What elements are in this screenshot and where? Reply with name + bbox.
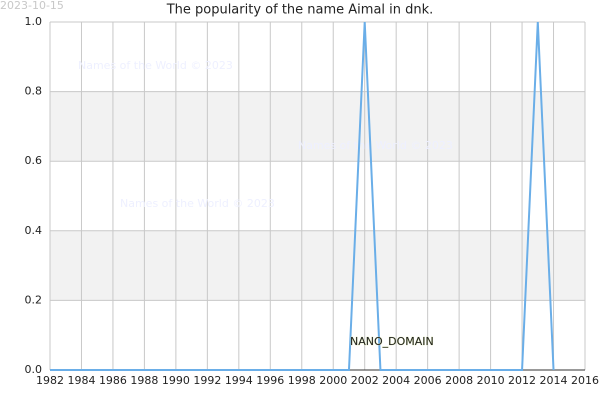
watermark: Names of the World © 2023 (298, 139, 453, 152)
watermark: Names of the World © 2023 (120, 197, 275, 210)
watermark: Names of the World © 2023 (78, 59, 233, 72)
x-tick-label: 1982 (36, 374, 64, 387)
x-tick-label: 1990 (162, 374, 190, 387)
x-tick-label: 1998 (288, 374, 316, 387)
x-tick-label: 2012 (508, 374, 536, 387)
x-tick-label: 2016 (571, 374, 599, 387)
y-tick-label: 0.0 (25, 363, 43, 376)
x-tick-label: 2000 (319, 374, 347, 387)
x-tick-label: 1992 (193, 374, 221, 387)
y-tick-label: 0.6 (25, 154, 43, 167)
grid-band (50, 91, 585, 162)
y-tick-label: 1.0 (25, 15, 43, 28)
x-tick-label: 2002 (351, 374, 379, 387)
grid-band (50, 230, 585, 301)
y-tick-label: 0.4 (25, 224, 43, 237)
x-tick-label: 2014 (540, 374, 568, 387)
x-tick-label: 2004 (382, 374, 410, 387)
y-tick-label: 0.8 (25, 85, 43, 98)
date-stamp: 2023-10-15 (0, 0, 64, 12)
x-tick-label: 1986 (99, 374, 127, 387)
x-tick-label: 1984 (67, 374, 95, 387)
line (50, 21, 555, 371)
x-tick-label: 1996 (256, 374, 284, 387)
x-tick-label: 1988 (130, 374, 158, 387)
y-tick-label: 0.2 (25, 293, 43, 306)
x-tick-label: 2008 (445, 374, 473, 387)
x-tick-label: 2010 (477, 374, 505, 387)
chart-title: The popularity of the name Aimal in dnk. (166, 3, 434, 18)
x-tick-label: 2006 (414, 374, 442, 387)
x-tick-label: 1994 (225, 374, 253, 387)
annotation: NANO_DOMAIN (350, 335, 434, 348)
